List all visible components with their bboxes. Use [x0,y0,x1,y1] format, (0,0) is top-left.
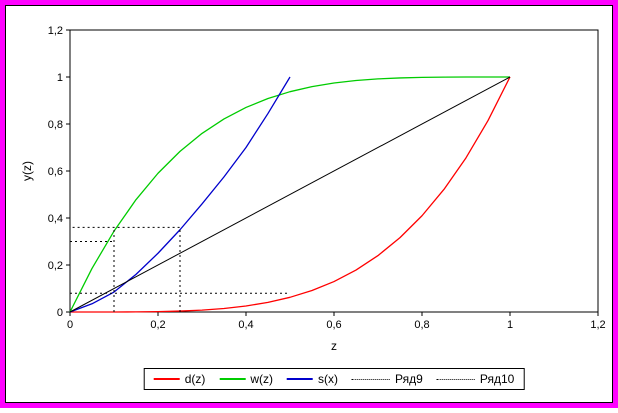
y-axis-title: y(z) [20,161,34,181]
series-line-s(x) [69,76,291,313]
y-tick-label: 1,2 [48,25,63,37]
series-line-diagonal [69,76,511,313]
y-tick-label: 0 [57,307,63,319]
legend-item-Ряд9: Ряд9 [352,372,423,386]
legend-swatch-dotted [352,378,391,380]
chart-frame: 0 0,2 0,4 0,6 0,8 1 1,2 0 0,2 0,4 0,6 0,8 1 1,2 y(z) … [5,5,613,403]
x-tick-label: 1,2 [590,319,605,331]
legend-swatch-dotted [436,378,475,380]
legend-item-w(z): w(z) [219,372,273,386]
legend-label: Ряд10 [479,372,515,386]
legend-swatch-solid [287,378,314,380]
y-tick-label: 0,8 [48,119,63,131]
x-tick-label: 0,4 [238,319,253,331]
x-tick-label: 0,6 [326,319,341,331]
series-line-w(z) [69,76,510,313]
x-axis-title: z [331,339,337,353]
chart-canvas: 0 0,2 0,4 0,6 0,8 1 1,2 0 0,2 0,4 0,6 0,8 1 1,2 [48,25,606,331]
legend-swatch-solid [153,378,180,380]
x-tick-label: 1 [507,319,513,331]
x-tick-label: 0 [67,319,73,331]
legend-label: d(z) [184,372,206,386]
x-tick-label: 0,8 [414,319,429,331]
legend-box: d(z) w(z) s(x) Ряд9 Ряд10 [143,368,525,390]
legend-label: w(z) [250,372,274,386]
legend-label: s(x) [318,372,339,386]
legend-label: Ряд9 [395,372,423,386]
legend-item-Ряд10: Ряд10 [436,372,515,386]
legend-item-s(x): s(x) [287,372,338,386]
series-line-d(z) [69,76,511,313]
y-tick-label: 0,4 [48,213,63,225]
legend-item-d(z): d(z) [153,372,206,386]
x-tick-label: 0,2 [150,319,165,331]
y-tick-label: 0,6 [48,166,63,178]
y-tick-label: 1 [57,72,63,84]
y-tick-label: 0,2 [48,260,63,272]
legend-swatch-solid [219,378,246,380]
